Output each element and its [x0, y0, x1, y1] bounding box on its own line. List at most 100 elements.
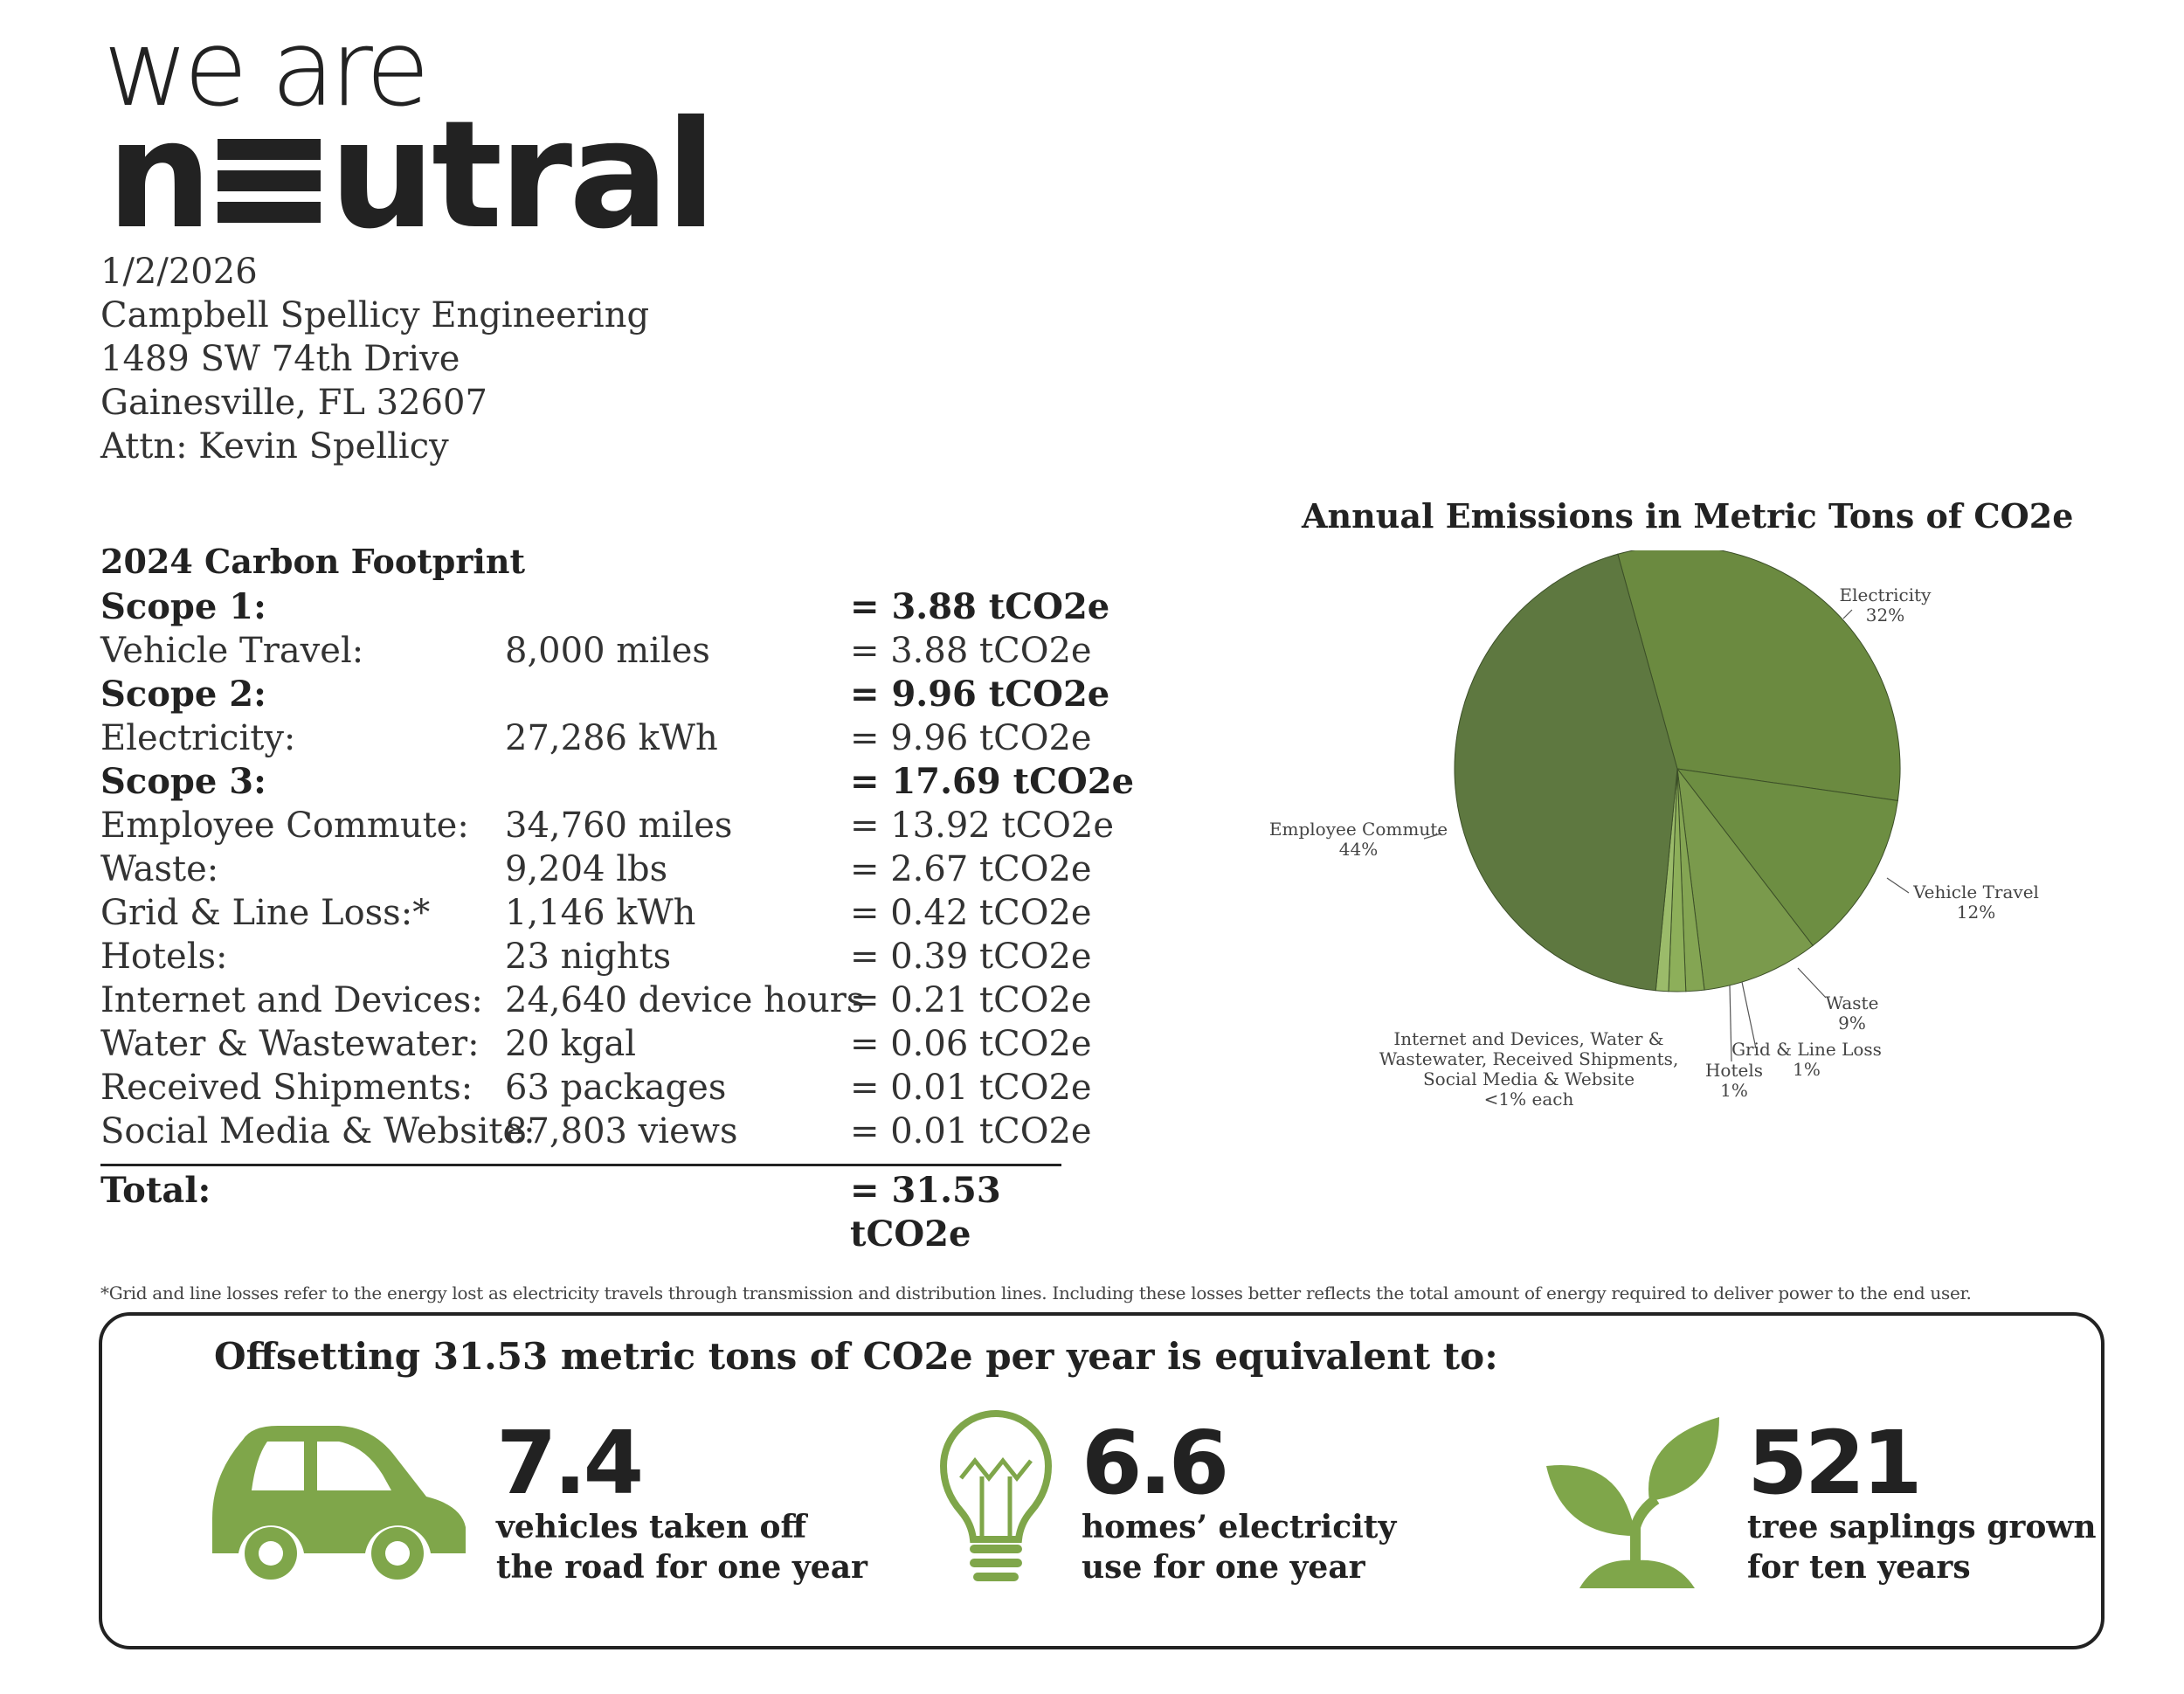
pie-label-waste: Waste	[1826, 992, 1879, 1013]
scope-row: Scope 2: = 9.96 tCO2e	[100, 673, 1061, 716]
row-quantity: 20 kgal	[505, 1022, 636, 1066]
footprint-row: Vehicle Travel: 8,000 miles = 3.88 tCO2e	[100, 629, 1061, 673]
row-value: = 2.67 tCO2e	[850, 847, 1092, 891]
scope-row: Scope 1: = 3.88 tCO2e	[100, 585, 1061, 629]
footprint-row: Electricity: 27,286 kWh = 9.96 tCO2e	[100, 716, 1061, 760]
row-label: Waste:	[100, 847, 218, 891]
scope-row: Scope 3: = 17.69 tCO2e	[100, 760, 1061, 804]
pie-label-grid: 1%	[1793, 1059, 1821, 1080]
homes-stat-number: 6.6	[1082, 1420, 1226, 1507]
lightbulb-icon	[935, 1408, 1057, 1592]
total-label: Total:	[100, 1169, 211, 1213]
logo-neutral: n utral	[107, 101, 713, 250]
footnote: *Grid and line losses refer to the energ…	[100, 1283, 1972, 1303]
row-quantity: 24,640 device hours	[505, 978, 864, 1022]
recipient-block: 1/2/2026 Campbell Spellicy Engineering 1…	[100, 250, 649, 468]
pie-label-electricity: 32%	[1866, 605, 1904, 626]
row-value: = 0.42 tCO2e	[850, 891, 1092, 935]
total-row: Total: = 31.53 tCO2e	[100, 1169, 1061, 1213]
saplings-desc-line1: tree saplings grown	[1747, 1507, 2097, 1547]
homes-desc-line1: homes’ electricity	[1082, 1507, 1396, 1547]
logo-utral: utral	[329, 89, 713, 262]
pie-label-vehicle: 12%	[1957, 902, 1995, 923]
row-value: = 0.06 tCO2e	[850, 1022, 1092, 1066]
row-label: Grid & Line Loss:*	[100, 891, 430, 935]
row-label: Employee Commute:	[100, 804, 469, 847]
row-label: Vehicle Travel:	[100, 629, 363, 673]
footprint-table: Scope 1: = 3.88 tCO2e Vehicle Travel: 8,000…	[100, 585, 1061, 1153]
city-address: Gainesville, FL 32607	[100, 381, 649, 425]
row-quantity: 27,286 kWh	[505, 716, 718, 760]
row-quantity: 8,000 miles	[505, 629, 710, 673]
total-divider	[100, 1164, 1061, 1166]
report-date: 1/2/2026	[100, 250, 649, 294]
saplings-desc-line2: for ten years	[1747, 1547, 2097, 1587]
row-value: = 9.96 tCO2e	[850, 673, 1109, 716]
street-address: 1489 SW 74th Drive	[100, 337, 649, 381]
pie-label-hotels: 1%	[1720, 1080, 1748, 1101]
footprint-row: Employee Commute: 34,760 miles = 13.92 tCO…	[100, 804, 1061, 847]
pie-label-other: <1% each	[1484, 1089, 1574, 1110]
vehicles-stat-number: 7.4	[496, 1420, 640, 1507]
company-name: Campbell Spellicy Engineering	[100, 294, 649, 337]
total-value: = 31.53 tCO2e	[850, 1169, 1061, 1256]
row-value: = 9.96 tCO2e	[850, 716, 1092, 760]
leader-line	[1730, 985, 1731, 1061]
attention-line: Attn: Kevin Spellicy	[100, 425, 649, 468]
pie-label-commute: 44%	[1339, 839, 1378, 860]
pie-label-electricity: Electricity	[1840, 584, 1932, 605]
footprint-row: Hotels: 23 nights = 0.39 tCO2e	[100, 935, 1061, 978]
row-quantity: 63 packages	[505, 1066, 726, 1110]
row-label: Received Shipments:	[100, 1066, 473, 1110]
row-value: = 17.69 tCO2e	[850, 760, 1134, 804]
row-label: Hotels:	[100, 935, 228, 978]
row-value: = 3.88 tCO2e	[850, 629, 1092, 673]
row-label: Social Media & Website:	[100, 1110, 536, 1153]
leader-line	[1843, 610, 1852, 619]
pie-label-waste: 9%	[1838, 1013, 1866, 1034]
row-quantity: 1,146 kWh	[505, 891, 695, 935]
row-label: Scope 2:	[100, 673, 266, 716]
row-value: = 0.39 tCO2e	[850, 935, 1092, 978]
row-value: = 13.92 tCO2e	[850, 804, 1114, 847]
row-label: Internet and Devices:	[100, 978, 483, 1022]
footprint-row: Social Media & Website: 87,803 views = 0.0…	[100, 1110, 1061, 1153]
footprint-title: 2024 Carbon Footprint	[100, 542, 525, 581]
chart-title: Annual Emissions in Metric Tons of CO2e	[1302, 496, 2073, 536]
homes-stat-desc: homes’ electricity use for one year	[1082, 1507, 1396, 1587]
row-value: = 3.88 tCO2e	[850, 585, 1109, 629]
footprint-row: Grid & Line Loss:* 1,146 kWh = 0.42 tCO2e	[100, 891, 1061, 935]
pie-label-other: Internet and Devices, Water &	[1393, 1028, 1663, 1049]
logo-equals-mark	[212, 135, 326, 226]
leader-line	[1798, 968, 1826, 998]
car-icon	[208, 1422, 470, 1580]
homes-desc-line2: use for one year	[1082, 1547, 1396, 1587]
row-value: = 0.01 tCO2e	[850, 1110, 1092, 1153]
pie-label-grid: Grid & Line Loss	[1731, 1039, 1882, 1060]
footprint-row: Internet and Devices: 24,640 device hours…	[100, 978, 1061, 1022]
vehicles-stat-desc: vehicles taken off the road for one year	[496, 1507, 867, 1587]
vehicles-desc-line1: vehicles taken off	[496, 1507, 867, 1547]
footprint-row: Received Shipments: 63 packages = 0.01 tCO…	[100, 1066, 1061, 1110]
vehicles-desc-line2: the road for one year	[496, 1547, 867, 1587]
footprint-row: Waste: 9,204 lbs = 2.67 tCO2e	[100, 847, 1061, 891]
row-value: = 0.21 tCO2e	[850, 978, 1092, 1022]
pie-label-commute: Employee Commute	[1269, 819, 1448, 840]
row-quantity: 87,803 views	[505, 1110, 738, 1153]
pie-label-hotels: Hotels	[1705, 1060, 1763, 1081]
row-quantity: 34,760 miles	[505, 804, 732, 847]
row-label: Water & Wastewater:	[100, 1022, 480, 1066]
row-quantity: 9,204 lbs	[505, 847, 667, 891]
pie-label-vehicle: Vehicle Travel	[1912, 882, 2039, 902]
footprint-row: Water & Wastewater: 20 kgal = 0.06 tCO2e	[100, 1022, 1061, 1066]
leader-line	[1887, 878, 1909, 893]
saplings-stat-number: 521	[1747, 1420, 1919, 1507]
logo-n: n	[107, 89, 209, 262]
offset-title: Offsetting 31.53 metric tons of CO2e per…	[214, 1335, 1498, 1378]
row-label: Scope 1:	[100, 585, 266, 629]
row-quantity: 23 nights	[505, 935, 671, 978]
saplings-stat-desc: tree saplings grown for ten years	[1747, 1507, 2097, 1587]
seedling-icon	[1545, 1414, 1728, 1588]
row-label: Electricity:	[100, 716, 295, 760]
